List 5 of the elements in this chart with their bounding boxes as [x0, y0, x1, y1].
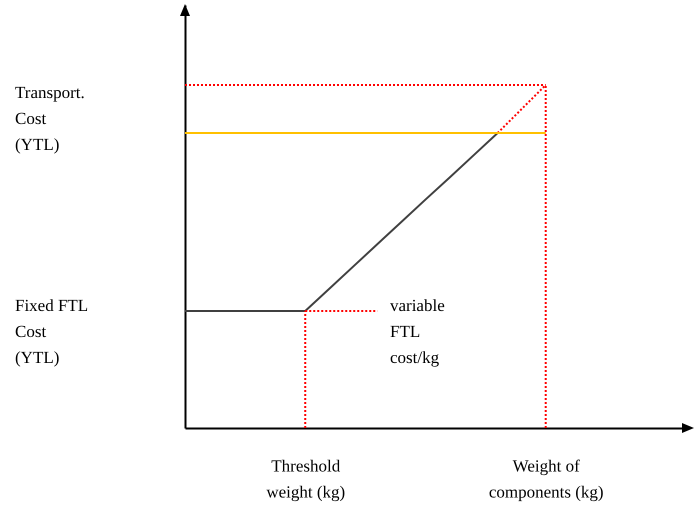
x-tick-label: Weight of components (kg): [488, 456, 604, 502]
text: Transport. Cost (YTL): [15, 83, 85, 154]
x-tick-label: Threshold weight (kg): [266, 456, 346, 502]
text: Fixed FTL Cost (YTL): [15, 296, 88, 367]
annotation: variable FTL cost/kg: [390, 296, 445, 367]
